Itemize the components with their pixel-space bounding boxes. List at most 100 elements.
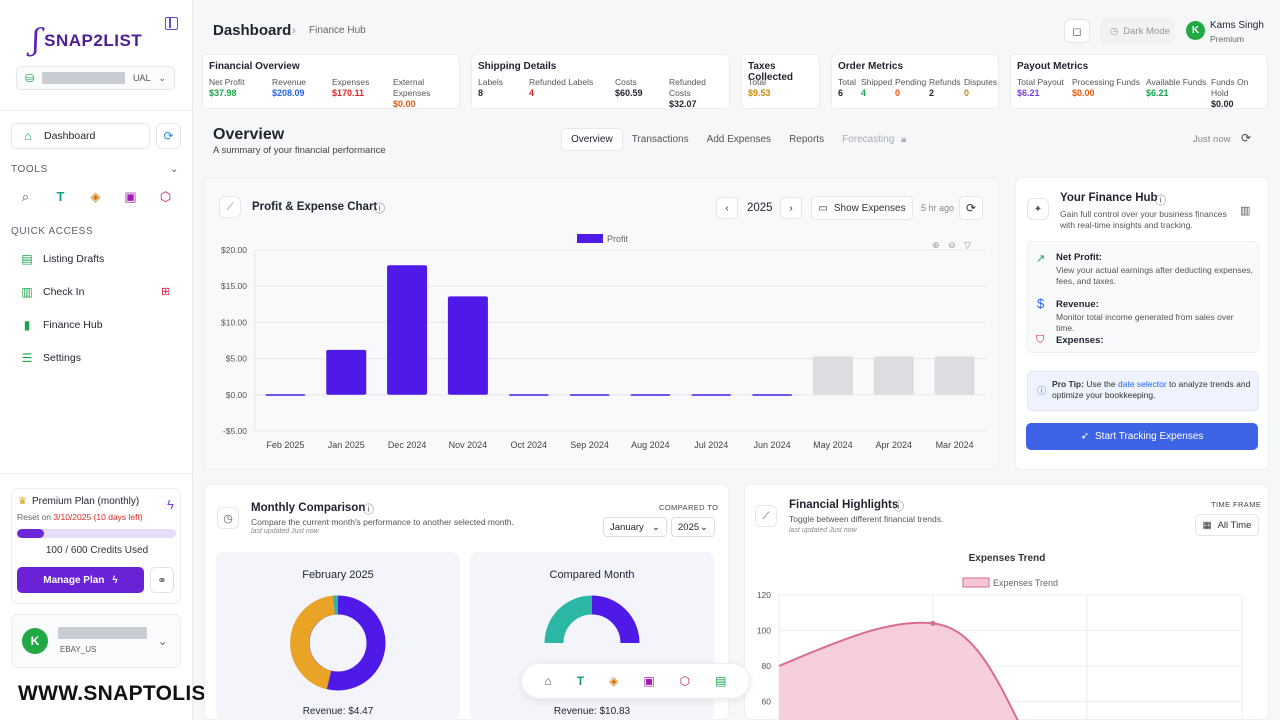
donut-expense-slice	[290, 595, 339, 690]
metric-expenses: Expenses $170.11	[332, 77, 369, 99]
filter-icon: ▽	[964, 240, 971, 250]
x-tick-label: Aug 2024	[631, 440, 670, 450]
tab-reports[interactable]: Reports	[789, 134, 825, 145]
text-icon[interactable]: T	[576, 674, 585, 688]
compared-month-donut	[544, 595, 640, 644]
card-title: Order Metrics	[838, 61, 904, 72]
refresh-icon[interactable]: ⟳	[1241, 131, 1252, 145]
highlights-desc: Toggle between different financial trend…	[789, 514, 944, 524]
user-name-redacted	[58, 627, 147, 639]
area-chart-title: Expenses Trend	[969, 553, 1046, 564]
month-select[interactable]: January ⌄	[603, 517, 667, 537]
hub-item-revenue: Revenue: Monitor total income generated f…	[1056, 299, 1254, 334]
show-expenses-label: Show Expenses	[833, 202, 906, 214]
info-icon[interactable]: ⓘ	[374, 203, 385, 215]
metric-label: Processing Funds	[1072, 77, 1141, 87]
user-account-card[interactable]: K EBAY_US ⌄	[11, 614, 181, 668]
compared-month-title: Compared Month	[549, 569, 635, 581]
year-select[interactable]: 2025 ⌄	[671, 517, 715, 537]
document-plus-icon[interactable]: ▣	[643, 674, 655, 688]
metric-net-profit: Net Profit $37.98	[209, 77, 244, 99]
book-icon[interactable]: ▥	[1240, 205, 1251, 217]
sidebar-item-label: Check In	[43, 285, 85, 298]
package-icon[interactable]: ⬡	[679, 674, 691, 688]
tab-overview[interactable]: Overview	[561, 128, 623, 151]
metric-value: 8	[478, 88, 484, 98]
donut-revenue-slice	[591, 595, 640, 644]
plan-header: ♛ Premium Plan (monthly)	[18, 496, 139, 507]
metric-label: Shipped	[861, 77, 893, 87]
package-icon[interactable]: ⬡	[159, 189, 172, 204]
start-tracking-button[interactable]: ➶ Start Tracking Expenses	[1026, 423, 1258, 450]
document-plus-icon[interactable]: ▣	[124, 189, 137, 204]
zoom-out-icon: ⊖	[948, 240, 956, 250]
tag-icon[interactable]: ◈	[90, 189, 101, 204]
tab-transactions[interactable]: Transactions	[631, 134, 689, 145]
clock-icon: ◷	[217, 507, 239, 529]
current-month-card: February 2025 Revenue: $4.47	[216, 552, 460, 720]
credits-progress-bar	[17, 529, 176, 538]
time-frame-select[interactable]: ▦ All Time	[1195, 514, 1259, 536]
x-tick-label: Mar 2024	[936, 440, 974, 450]
profit-bar	[630, 394, 671, 396]
account-name-redacted	[42, 72, 125, 84]
info-icon[interactable]: ⓘ	[1155, 195, 1166, 207]
chevron-right-icon: ›	[789, 202, 793, 214]
next-year-button[interactable]: ›	[780, 197, 802, 219]
clock-icon: ◷	[1110, 25, 1119, 37]
metric-label: Revenue	[272, 77, 307, 87]
info-icon[interactable]: ⓘ	[893, 501, 904, 513]
date-selector-link[interactable]: date selector	[1118, 379, 1167, 389]
home-icon[interactable]: ⌂	[544, 674, 552, 688]
prev-year-button[interactable]: ‹	[716, 197, 738, 219]
dark-mode-toggle[interactable]: ◷ Dark Mode	[1100, 17, 1174, 45]
refresh-icon[interactable]: ⟳	[959, 196, 983, 220]
metric-value: $170.11	[332, 88, 365, 98]
profit-bar	[508, 394, 549, 396]
chevron-down-icon[interactable]: ⌄	[170, 164, 179, 175]
metric-label: Pending	[895, 77, 927, 87]
tab-forecasting[interactable]: Forecasting 🔒︎	[833, 129, 915, 150]
tab-add-expenses[interactable]: Add Expenses	[706, 134, 772, 145]
sidebar-collapse-icon[interactable]	[165, 17, 178, 30]
sidebar-item-listing-drafts[interactable]: ▤ Listing Drafts	[11, 246, 179, 271]
sidebar-item-check-in[interactable]: ▥ Check In	[11, 279, 151, 304]
metric-value: $9.53	[748, 88, 771, 98]
current-month-revenue: Revenue: $4.47	[302, 706, 374, 717]
chevron-down-icon: ⌄	[158, 636, 168, 648]
sidebar-item-settings[interactable]: ☰ Settings	[11, 345, 179, 370]
search-icon[interactable]: ⌕	[21, 189, 30, 204]
link-icon[interactable]: ⚭	[150, 567, 174, 593]
sidebar-item-dashboard[interactable]: ⌂ Dashboard	[11, 123, 150, 149]
hub-item-title: Revenue:	[1056, 299, 1099, 310]
dark-mode-label: Dark Mode	[1123, 25, 1170, 37]
manage-plan-button[interactable]: Manage Plan ϟ	[17, 567, 144, 593]
tools-heading: TOOLS	[11, 164, 48, 175]
text-icon[interactable]: T	[56, 189, 65, 204]
metric-costs: Costs $60.59	[615, 77, 643, 99]
hub-item-expenses: Expenses:	[1056, 335, 1254, 348]
card-title: Payout Metrics	[1017, 61, 1089, 72]
hub-item-desc: Monitor total income generated from sale…	[1056, 312, 1234, 333]
metric-tax-total: Total $9.53	[748, 77, 771, 99]
y-tick-label: 60	[762, 697, 772, 707]
quick-access-heading: QUICK ACCESS	[11, 226, 94, 237]
avatar[interactable]: K	[1186, 21, 1205, 40]
breadcrumb[interactable]: Finance Hub	[309, 25, 366, 36]
tag-icon[interactable]: ◈	[609, 674, 619, 688]
brand-logo[interactable]: ʃ SNAP2LIST	[32, 26, 142, 56]
sidebar-item-finance-hub[interactable]: ▮ Finance Hub	[11, 312, 179, 337]
file-icon[interactable]: ▤	[715, 674, 727, 688]
data-point	[930, 620, 936, 626]
gift-icon[interactable]: ⊞	[161, 286, 171, 298]
account-selector[interactable]: ⛁ UAL ⌄	[16, 66, 175, 90]
show-expenses-button[interactable]: ▭ Show Expenses	[811, 196, 913, 220]
order-metrics-card: Order Metrics Total 6 Shipped 4 Pending 0 R…	[831, 54, 999, 109]
refresh-icon[interactable]: ⟳	[156, 123, 181, 149]
info-icon[interactable]: ⓘ	[363, 504, 374, 516]
metric-available-funds: Available Funds $6.21	[1146, 77, 1206, 99]
payout-metrics-card: Payout Metrics Total Payout $6.21 Process…	[1010, 54, 1268, 109]
sidebar-item-label: Finance Hub	[43, 318, 103, 331]
metric-value: $0.00	[1072, 88, 1095, 98]
chat-icon[interactable]: ◻	[1064, 19, 1090, 43]
